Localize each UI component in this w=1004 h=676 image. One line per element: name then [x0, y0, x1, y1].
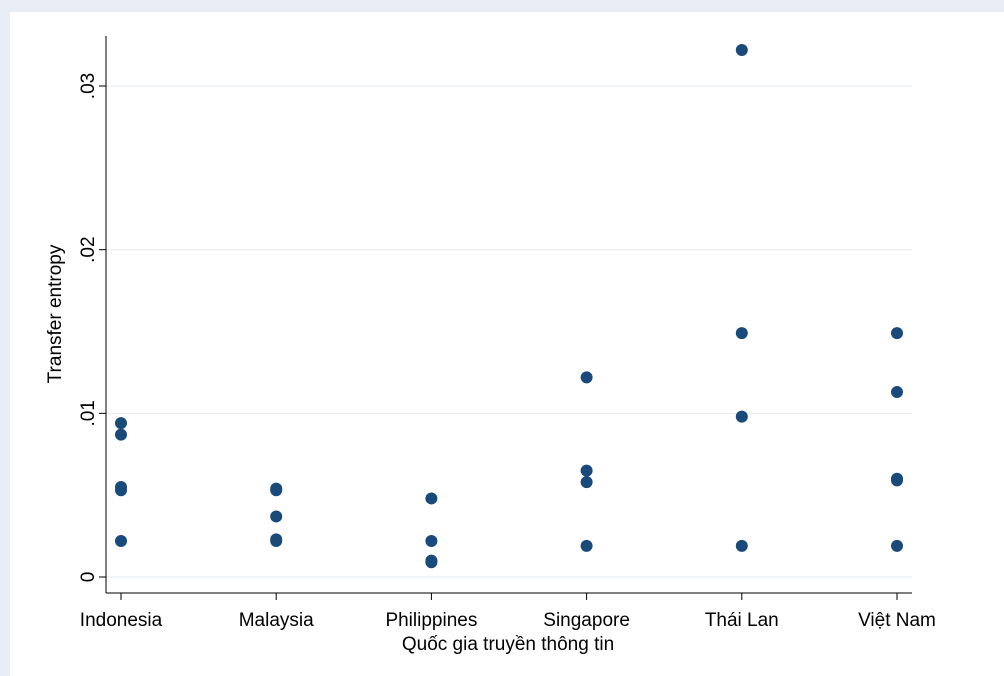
data-point [270, 484, 283, 497]
y-axis-title: Transfer entropy [45, 244, 66, 383]
x-tick-label: Philippines [385, 610, 477, 631]
data-point [735, 410, 748, 423]
data-point [115, 534, 127, 547]
x-tick-label: Malaysia [239, 610, 314, 631]
data-point [735, 327, 748, 340]
data-point [425, 534, 438, 547]
data-point [891, 386, 903, 399]
x-tick-label: Thái Lan [705, 610, 779, 631]
x-tick-label: Việt Nam [858, 610, 936, 631]
data-point [270, 534, 283, 547]
x-axis-ticks: Indonesia Malaysia Philippines Singapore Thá… [80, 593, 936, 631]
data-point [115, 428, 127, 441]
data-point [580, 464, 593, 477]
data-point [270, 510, 283, 523]
grid-lines [106, 85, 912, 578]
data-point [580, 539, 593, 552]
data-points [115, 43, 903, 569]
data-point [115, 417, 127, 430]
data-point [425, 556, 438, 569]
data-point [580, 476, 593, 489]
data-point [891, 327, 903, 340]
y-tick-label: .03 [78, 73, 99, 99]
data-point [891, 539, 903, 552]
x-axis-title: Quốc gia truyền thông tin [402, 634, 614, 655]
chart-frame [10, 12, 1004, 676]
x-tick-label: Singapore [543, 610, 630, 631]
x-tick-label: Indonesia [80, 610, 163, 631]
data-point [735, 43, 748, 56]
y-tick-label: 0 [78, 572, 99, 583]
data-point [580, 371, 593, 384]
data-point [115, 484, 127, 497]
data-point [891, 474, 903, 487]
data-point [735, 539, 748, 552]
y-tick-label: .02 [78, 236, 99, 262]
y-axis-ticks: 0 .01 .02 .03 [78, 73, 106, 583]
data-point [425, 492, 438, 505]
y-tick-label: .01 [78, 400, 99, 426]
